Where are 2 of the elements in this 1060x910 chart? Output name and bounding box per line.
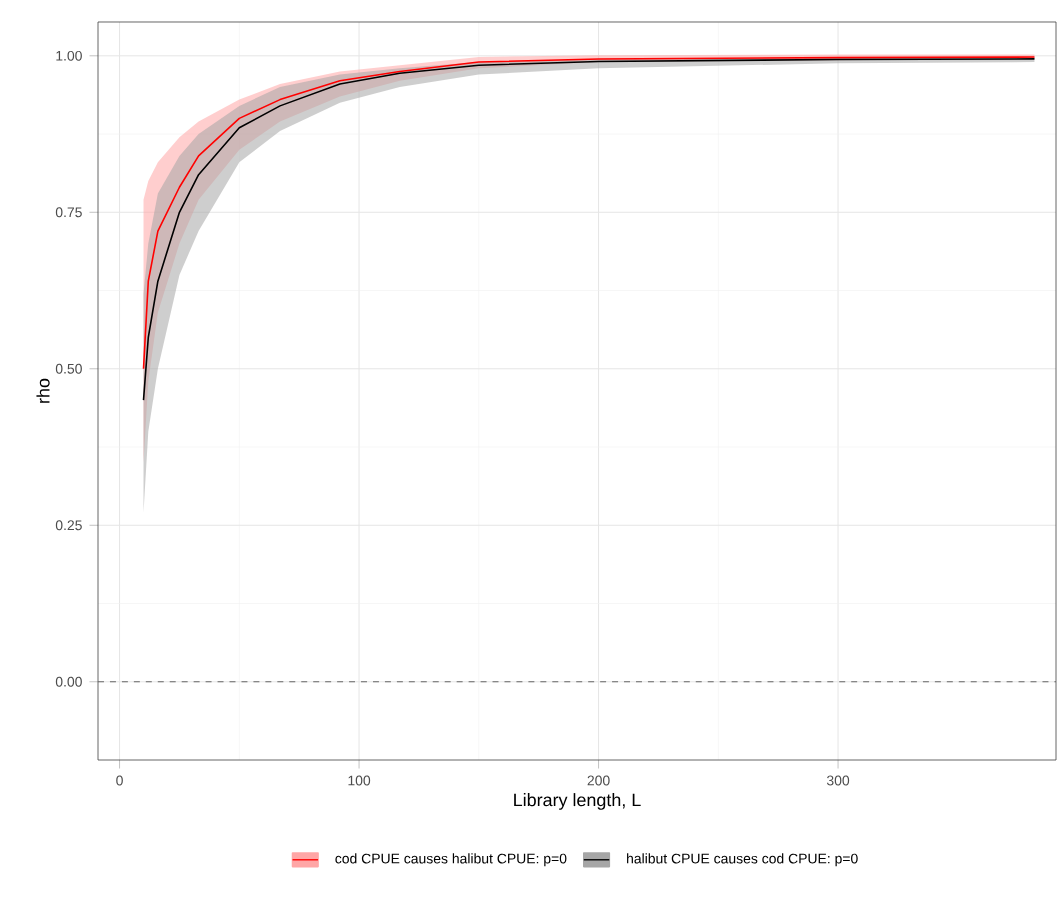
x-axis-title: Library length, L (514, 793, 641, 810)
y-axis-title: rho (36, 378, 50, 403)
